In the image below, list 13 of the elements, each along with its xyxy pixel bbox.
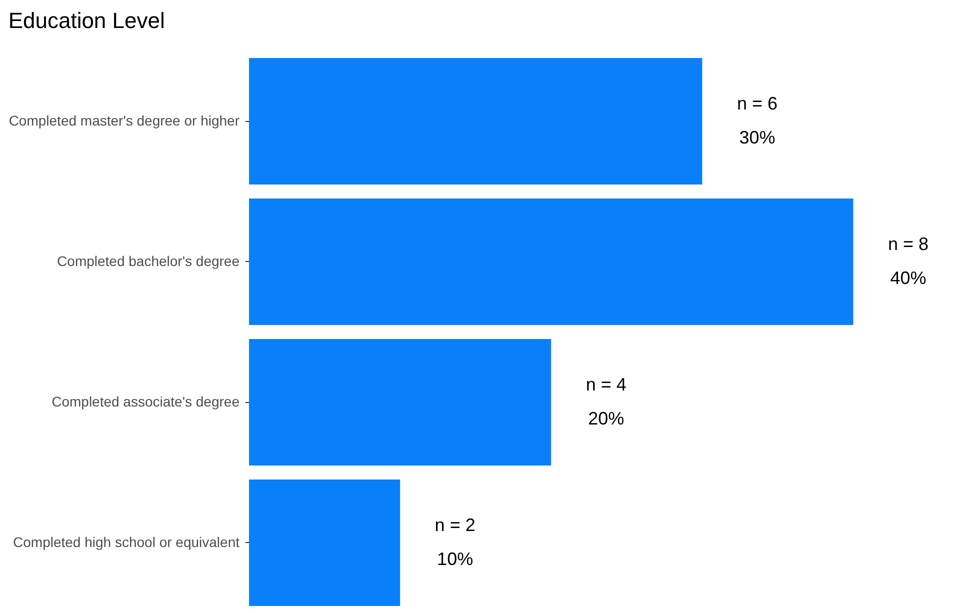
y-tick-label: Completed bachelor's degree	[57, 252, 240, 269]
data-label: n = 8 40%	[888, 234, 929, 288]
data-label: n = 2 10%	[434, 514, 476, 569]
data-label: n = 4 20%	[586, 374, 626, 428]
bar	[249, 339, 552, 466]
data-label: n = 6 30%	[736, 93, 778, 148]
bar	[249, 480, 400, 606]
y-tick-label: Completed master's degree or higher	[8, 112, 240, 128]
y-tick-label: Completed high school or equivalent	[13, 534, 240, 550]
y-tick-label: Completed associate's degree	[52, 393, 240, 410]
chart-title: Education Level	[8, 8, 165, 33]
bar	[249, 198, 854, 325]
bar	[249, 58, 702, 184]
